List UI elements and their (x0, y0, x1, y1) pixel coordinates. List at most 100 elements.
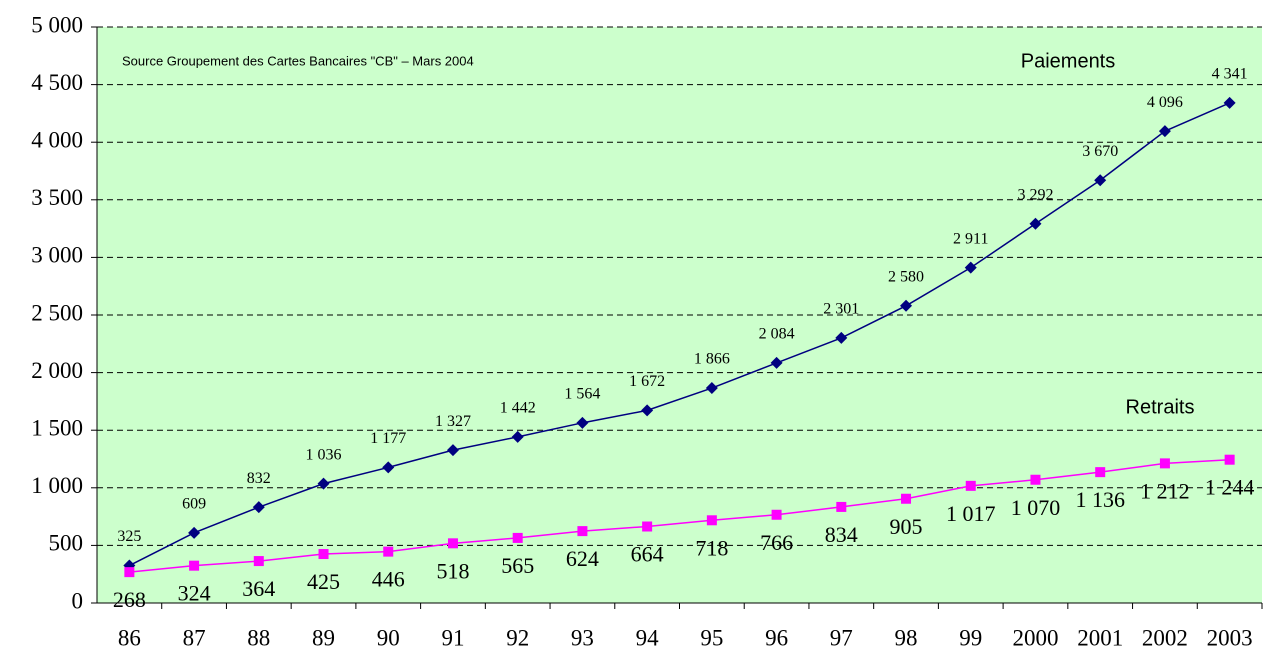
data-label: 325 (117, 528, 141, 545)
marker (1029, 217, 1042, 230)
data-label: 446 (372, 567, 405, 592)
data-label: 3 292 (1017, 186, 1053, 203)
data-label: 1 036 (306, 446, 342, 463)
marker (1158, 125, 1171, 138)
marker (577, 526, 588, 537)
data-label: 565 (501, 553, 534, 578)
x-tick-label: 87 (183, 625, 206, 650)
marker (124, 567, 135, 578)
data-label: 624 (566, 546, 599, 571)
data-label: 609 (182, 496, 206, 513)
marker (447, 538, 458, 549)
data-label: 1 327 (435, 413, 471, 430)
marker (383, 546, 394, 557)
marker (705, 382, 718, 395)
data-label: 834 (825, 522, 858, 547)
marker (1095, 467, 1106, 478)
data-label: 324 (178, 581, 211, 606)
data-label: 1 564 (564, 385, 600, 402)
marker (1030, 474, 1041, 485)
x-tick-label: 86 (118, 625, 141, 650)
marker (446, 444, 459, 457)
data-label: 1 442 (500, 400, 536, 417)
data-label: 1 177 (370, 430, 406, 447)
x-tick-label: 97 (830, 625, 853, 650)
data-label: 1 070 (1011, 495, 1061, 520)
x-tick-label: 95 (700, 625, 723, 650)
marker (511, 430, 524, 443)
marker (382, 461, 395, 474)
x-tick-label: 2001 (1077, 625, 1123, 650)
marker (253, 556, 264, 567)
x-tick-label: 98 (895, 625, 918, 650)
marker (576, 416, 589, 429)
marker (900, 299, 913, 312)
annotation: Source Groupement des Cartes Bancaires "… (122, 53, 474, 68)
marker (770, 356, 783, 369)
x-tick-label: 91 (441, 625, 464, 650)
data-label: 1 866 (694, 351, 730, 368)
data-label: 832 (247, 470, 271, 487)
marker (964, 261, 977, 274)
x-tick-label: 2000 (1012, 625, 1058, 650)
x-tick-label: 90 (377, 625, 400, 650)
marker (835, 331, 848, 344)
data-label: 718 (695, 535, 728, 560)
y-tick-label: 0 (72, 588, 84, 613)
series-line (129, 458, 1230, 573)
data-label: 364 (242, 576, 275, 601)
y-tick-label: 5 000 (31, 12, 83, 37)
y-tick-label: 1 000 (31, 473, 83, 498)
series-name: Retraits (1126, 396, 1195, 418)
marker (1159, 458, 1170, 469)
data-label: 1 017 (946, 501, 996, 526)
data-label: 425 (307, 569, 340, 594)
marker (836, 501, 847, 512)
y-tick-label: 1 500 (31, 415, 83, 440)
marker (512, 532, 523, 543)
marker (188, 526, 201, 539)
marker (771, 509, 782, 520)
x-tick-label: 92 (506, 625, 529, 650)
data-label: 4 096 (1147, 94, 1183, 111)
marker (641, 404, 654, 417)
marker (189, 560, 200, 571)
data-label: 1 672 (629, 373, 665, 390)
data-label: 4 341 (1212, 66, 1248, 83)
marker (1224, 454, 1235, 465)
data-label: 1 244 (1205, 475, 1255, 500)
data-label: 905 (890, 514, 923, 539)
data-label: 518 (436, 558, 469, 583)
marker (317, 477, 330, 490)
data-label: 2 580 (888, 268, 924, 285)
data-label: 664 (631, 542, 664, 567)
x-tick-label: 89 (312, 625, 335, 650)
y-tick-label: 2 500 (31, 300, 83, 325)
marker (1223, 96, 1236, 109)
x-tick-label: 94 (636, 625, 660, 650)
data-label: 1 212 (1140, 478, 1190, 503)
series-name: Paiements (1021, 50, 1116, 72)
x-tick-label: 2002 (1142, 625, 1188, 650)
y-tick-label: 4 000 (31, 127, 83, 152)
y-tick-label: 3 000 (31, 243, 83, 268)
marker (706, 515, 717, 526)
y-tick-label: 4 500 (31, 70, 83, 95)
x-tick-label: 96 (765, 625, 788, 650)
x-tick-label: 93 (571, 625, 594, 650)
marker (318, 549, 329, 560)
data-label: 3 670 (1082, 143, 1118, 160)
data-label: 2 301 (823, 301, 859, 318)
x-tick-label: 2003 (1207, 625, 1253, 650)
marker (901, 493, 912, 504)
series-line (129, 102, 1230, 567)
y-tick-label: 500 (49, 531, 84, 556)
x-tick-label: 88 (247, 625, 270, 650)
data-label: 1 136 (1075, 487, 1125, 512)
data-label: 2 084 (759, 326, 795, 343)
y-tick-label: 3 500 (31, 185, 83, 210)
marker (1094, 174, 1107, 187)
x-tick-label: 99 (959, 625, 982, 650)
marker (642, 521, 653, 532)
